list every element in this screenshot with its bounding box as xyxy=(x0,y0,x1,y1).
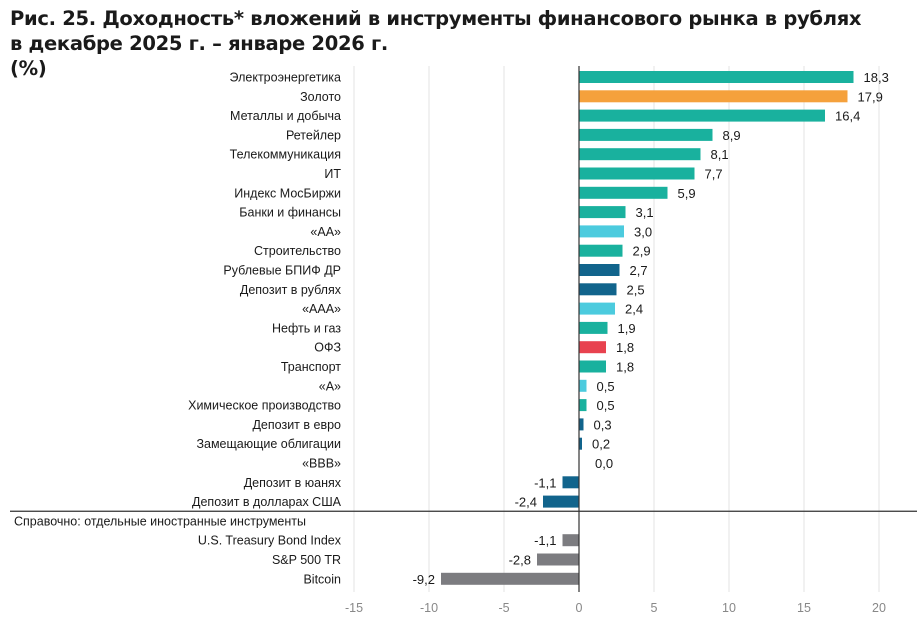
data-label: 3,1 xyxy=(636,205,654,220)
data-label: 2,4 xyxy=(625,302,643,317)
category-label: Телекоммуникация xyxy=(230,148,341,162)
title-line-2: в декабре 2025 г. – январе 2026 г. xyxy=(10,32,388,55)
bar xyxy=(562,534,579,547)
category-label: Золото xyxy=(300,90,341,104)
data-label: 18,3 xyxy=(864,70,889,85)
data-label: 16,4 xyxy=(835,109,860,124)
bar xyxy=(579,399,587,412)
data-label: -1,1 xyxy=(534,475,556,490)
data-label: 0,0 xyxy=(595,456,613,471)
bar xyxy=(579,167,695,180)
category-label: Депозит в рублях xyxy=(240,283,342,297)
category-label: Депозит в долларах США xyxy=(192,495,342,509)
category-label: ОФЗ xyxy=(314,341,341,355)
data-label: 2,9 xyxy=(633,244,651,259)
category-label: U.S. Treasury Bond Index xyxy=(198,534,342,548)
data-label: -2,8 xyxy=(509,553,531,568)
category-label: Bitcoin xyxy=(303,572,341,586)
category-label: Замещающие облигации xyxy=(196,437,341,451)
title-line-1: Рис. 25. Доходность* вложений в инструме… xyxy=(10,7,862,30)
category-label: Рублевые БПИФ ДР xyxy=(223,264,341,278)
bar xyxy=(579,128,713,141)
category-label: «A» xyxy=(319,379,341,393)
category-label: Электроэнергетика xyxy=(230,71,342,85)
x-tick-label: 0 xyxy=(576,601,583,615)
x-tick-label: -15 xyxy=(345,601,363,615)
bar xyxy=(579,206,626,219)
bar xyxy=(579,244,623,257)
bar xyxy=(579,225,624,238)
bar xyxy=(579,341,606,354)
bar xyxy=(579,437,582,450)
bar xyxy=(579,283,617,296)
data-label: 0,2 xyxy=(592,437,610,452)
x-tick-label: 10 xyxy=(722,601,736,615)
category-label: «AA» xyxy=(310,225,341,239)
data-label: 3,0 xyxy=(634,224,652,239)
data-label: 2,7 xyxy=(630,263,648,278)
data-label: 1,8 xyxy=(616,360,634,375)
category-label: ИТ xyxy=(324,167,341,181)
bar xyxy=(579,186,668,199)
category-label: Транспорт xyxy=(281,360,341,374)
category-label: Металлы и добыча xyxy=(230,109,341,123)
bar xyxy=(579,302,615,315)
category-label: Химическое производство xyxy=(188,399,341,413)
category-label: S&P 500 TR xyxy=(272,553,341,567)
reference-section-label: Справочно: отдельные иностранные инструм… xyxy=(14,514,306,528)
bar xyxy=(543,495,579,508)
data-label: 2,5 xyxy=(627,282,645,297)
bar xyxy=(579,71,854,83)
x-tick-label: 20 xyxy=(872,601,886,615)
chart-title: Рис. 25. Доходность* вложений в инструме… xyxy=(10,6,862,81)
data-label: 17,9 xyxy=(858,89,883,104)
bar xyxy=(579,418,584,431)
category-label: Депозит в евро xyxy=(252,418,341,432)
title-line-3: (%) xyxy=(10,57,47,80)
bar xyxy=(579,109,825,122)
category-label: Строительство xyxy=(254,244,341,258)
bar xyxy=(441,572,579,585)
category-label: Индекс МосБиржи xyxy=(234,186,341,200)
data-label: -1,1 xyxy=(534,533,556,548)
bar xyxy=(537,553,579,566)
data-label: 8,1 xyxy=(711,147,729,162)
data-label: 7,7 xyxy=(705,167,723,182)
bar xyxy=(579,360,606,373)
x-tick-label: -10 xyxy=(420,601,438,615)
data-label: 1,8 xyxy=(616,340,634,355)
bar xyxy=(579,321,608,334)
data-label: -2,4 xyxy=(515,495,537,510)
data-label: 0,5 xyxy=(597,398,615,413)
data-label: 5,9 xyxy=(678,186,696,201)
data-label: 0,5 xyxy=(597,379,615,394)
category-label: «BBB» xyxy=(302,457,341,471)
category-label: Депозит в юанях xyxy=(244,476,342,490)
category-label: Банки и финансы xyxy=(239,206,341,220)
category-label: «AAA» xyxy=(302,302,341,316)
bar xyxy=(562,476,579,489)
x-tick-label: 15 xyxy=(797,601,811,615)
data-label: 8,9 xyxy=(723,128,741,143)
bar xyxy=(579,90,848,103)
category-label: Ретейлер xyxy=(286,128,341,142)
x-tick-label: 5 xyxy=(651,601,658,615)
bar xyxy=(579,148,701,161)
category-label: Нефть и газ xyxy=(272,321,341,335)
data-label: 0,3 xyxy=(594,417,612,432)
x-tick-label: -5 xyxy=(498,601,509,615)
bar xyxy=(579,379,587,392)
data-label: -9,2 xyxy=(413,572,435,587)
data-label: 1,9 xyxy=(618,321,636,336)
bar xyxy=(579,264,620,276)
